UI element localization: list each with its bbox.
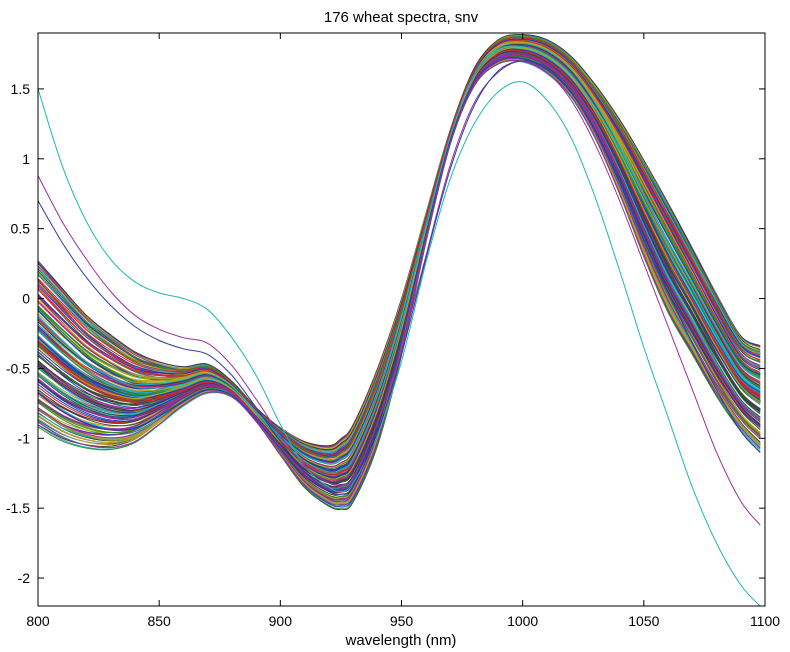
y-tick-label: -1 bbox=[18, 430, 31, 446]
y-tick-label: -2 bbox=[18, 570, 31, 586]
spectrum-line bbox=[37, 55, 761, 506]
spectrum-line bbox=[37, 41, 761, 461]
spectrum-line-outlier bbox=[37, 60, 761, 526]
spectrum-line bbox=[37, 54, 761, 501]
spectrum-line bbox=[37, 55, 761, 506]
x-tick-label: 1000 bbox=[507, 613, 538, 629]
spectrum-line bbox=[37, 51, 761, 478]
y-tick-label: 1 bbox=[22, 151, 30, 167]
spectrum-line bbox=[37, 58, 761, 500]
spectrum-line bbox=[37, 58, 761, 505]
x-tick-label: 850 bbox=[147, 613, 171, 629]
x-tick-label: 950 bbox=[390, 613, 414, 629]
y-tick-label: 1.5 bbox=[11, 81, 31, 97]
x-axis: 800 850 900 950 1000 1050 1100 bbox=[26, 33, 780, 629]
spectrum-line bbox=[37, 46, 761, 469]
spectrum-line bbox=[37, 58, 761, 504]
spectrum-line bbox=[37, 57, 761, 501]
spectrum-line bbox=[37, 47, 761, 480]
spectrum-line bbox=[37, 37, 761, 456]
x-axis-label: wavelength (nm) bbox=[345, 632, 457, 649]
chart-title: 176 wheat spectra, snv bbox=[324, 9, 479, 26]
y-tick-label: 0.5 bbox=[11, 221, 31, 237]
y-tick-label: -1.5 bbox=[6, 500, 30, 516]
spectrum-line bbox=[37, 35, 761, 449]
spectrum-line bbox=[37, 54, 761, 506]
x-tick-label: 800 bbox=[26, 613, 50, 629]
spectrum-line bbox=[37, 58, 761, 499]
plot-lines bbox=[37, 34, 761, 607]
y-tick-label: -0.5 bbox=[6, 360, 30, 376]
spectrum-line-outlier bbox=[37, 81, 761, 607]
spectrum-line bbox=[37, 55, 761, 506]
spectrum-line bbox=[37, 42, 761, 473]
spectrum-line bbox=[37, 57, 761, 493]
x-tick-label: 900 bbox=[269, 613, 293, 629]
spectrum-line bbox=[37, 58, 761, 505]
spectrum-line bbox=[37, 58, 761, 500]
spectrum-line bbox=[37, 60, 761, 505]
spectrum-line bbox=[37, 38, 761, 463]
x-tick-label: 1050 bbox=[628, 613, 659, 629]
spectrum-line bbox=[37, 58, 761, 504]
spectrum-line bbox=[37, 56, 761, 506]
spectrum-line bbox=[37, 59, 761, 506]
x-tick-label: 1100 bbox=[750, 613, 780, 629]
y-axis: -2 -1.5 -1 -0.5 0 0.5 1 1.5 bbox=[6, 81, 765, 586]
spectrum-line bbox=[37, 34, 761, 451]
y-tick-label: 0 bbox=[22, 291, 30, 307]
spectrum-line-outlier bbox=[37, 60, 761, 496]
spectrum-line bbox=[37, 58, 761, 507]
spectrum-line bbox=[37, 59, 761, 499]
